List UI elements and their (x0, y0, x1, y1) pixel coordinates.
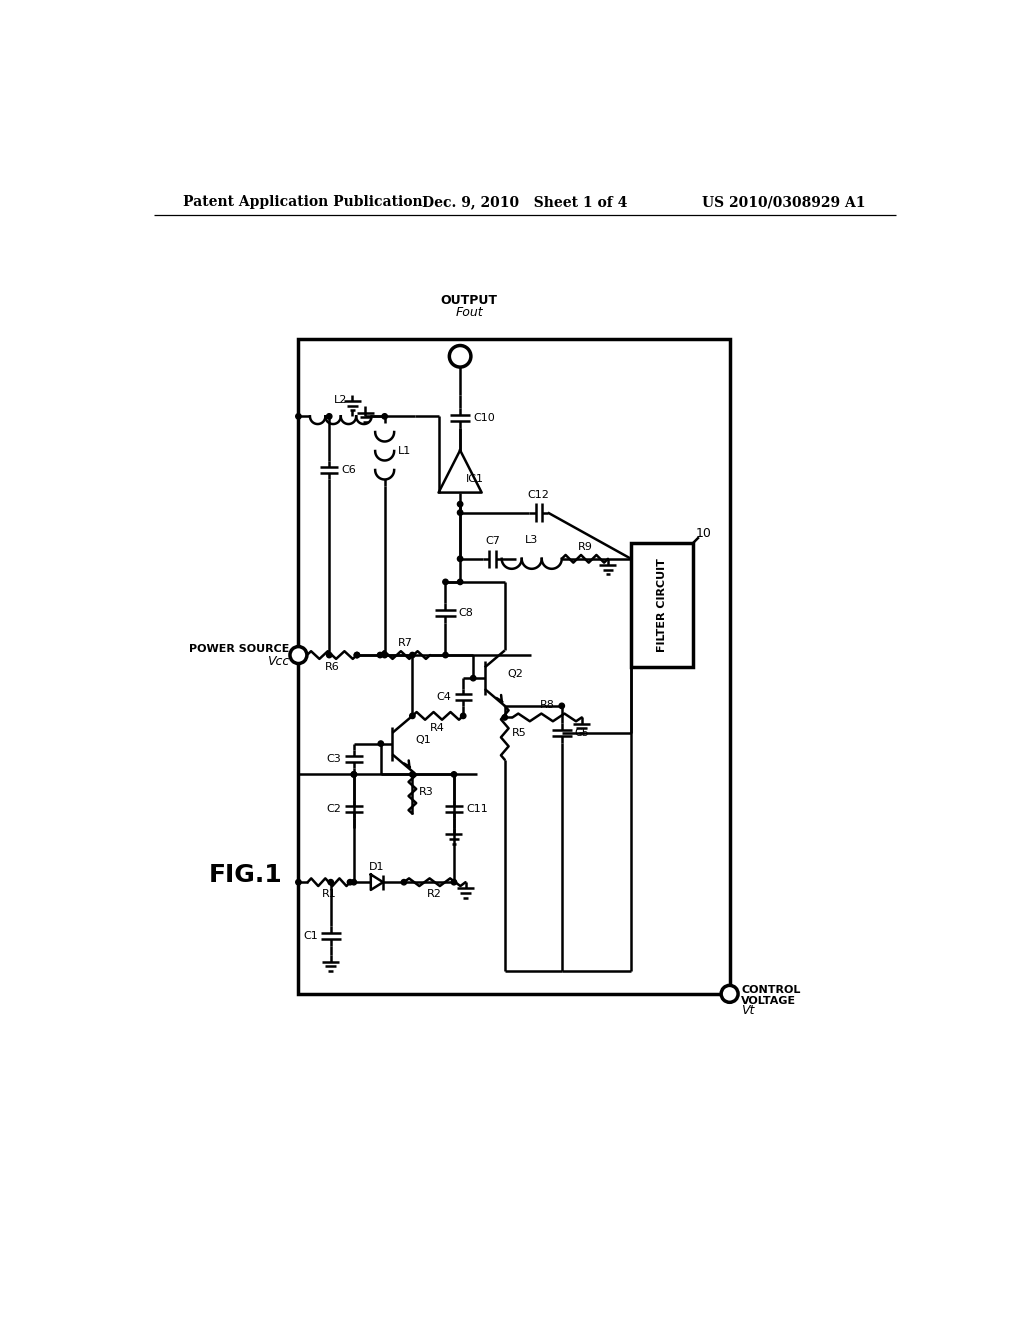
Text: R7: R7 (397, 638, 413, 648)
Circle shape (296, 413, 301, 418)
Text: Fout: Fout (456, 306, 483, 319)
Text: 10: 10 (695, 527, 712, 540)
Circle shape (442, 579, 449, 585)
Circle shape (461, 713, 466, 718)
Text: FILTER CIRCUIT: FILTER CIRCUIT (656, 558, 667, 652)
Circle shape (442, 652, 449, 657)
Text: Q2: Q2 (508, 669, 523, 680)
Bar (298, 339, 730, 994)
Circle shape (351, 772, 356, 777)
Text: L1: L1 (398, 446, 412, 455)
Text: Q1: Q1 (416, 735, 431, 744)
Text: POWER SOURCE: POWER SOURCE (188, 644, 289, 653)
Text: C10: C10 (473, 413, 495, 422)
Text: Vt: Vt (741, 1005, 755, 1018)
Text: Patent Application Publication: Patent Application Publication (183, 195, 423, 210)
Circle shape (458, 579, 463, 585)
Text: C4: C4 (437, 693, 452, 702)
Circle shape (410, 652, 415, 657)
Text: VOLTAGE: VOLTAGE (741, 995, 797, 1006)
Text: R1: R1 (322, 890, 336, 899)
Text: OUTPUT: OUTPUT (441, 294, 498, 308)
Text: C6: C6 (342, 465, 356, 475)
Circle shape (559, 704, 564, 709)
Circle shape (354, 652, 359, 657)
Circle shape (450, 346, 471, 367)
Text: R4: R4 (430, 723, 445, 733)
Circle shape (458, 502, 463, 507)
Text: US 2010/0308929 A1: US 2010/0308929 A1 (702, 195, 866, 210)
Circle shape (354, 652, 359, 657)
Circle shape (452, 879, 457, 884)
Circle shape (458, 556, 463, 561)
Circle shape (382, 413, 387, 418)
Text: C7: C7 (485, 536, 500, 545)
Circle shape (351, 879, 356, 884)
Text: C5: C5 (574, 727, 590, 738)
Text: FIG.1: FIG.1 (209, 862, 283, 887)
Bar (631, 544, 692, 667)
Circle shape (347, 879, 352, 884)
Circle shape (378, 741, 384, 746)
Circle shape (351, 772, 356, 777)
Text: C11: C11 (466, 804, 488, 814)
Circle shape (327, 652, 332, 657)
Circle shape (327, 413, 332, 418)
Text: C3: C3 (327, 754, 342, 764)
Text: Dec. 9, 2010   Sheet 1 of 4: Dec. 9, 2010 Sheet 1 of 4 (422, 195, 628, 210)
Text: C2: C2 (327, 804, 342, 814)
Circle shape (410, 713, 415, 718)
Text: R3: R3 (419, 788, 434, 797)
Text: Vcc: Vcc (267, 655, 289, 668)
Text: IC1: IC1 (466, 474, 484, 483)
Circle shape (401, 879, 407, 884)
Text: L3: L3 (525, 535, 539, 545)
Text: C8: C8 (459, 607, 473, 618)
Text: D1: D1 (370, 862, 385, 873)
Circle shape (721, 985, 738, 1002)
Text: L2: L2 (334, 395, 347, 405)
Circle shape (502, 714, 508, 721)
Circle shape (290, 647, 307, 664)
Text: R2: R2 (427, 890, 442, 899)
Text: C1: C1 (303, 931, 317, 941)
Text: R9: R9 (578, 543, 592, 552)
Text: CONTROL: CONTROL (741, 985, 801, 995)
Circle shape (382, 652, 387, 657)
Circle shape (296, 879, 301, 884)
Text: C12: C12 (527, 490, 550, 499)
Circle shape (328, 879, 334, 884)
Circle shape (452, 772, 457, 777)
Text: R8: R8 (540, 701, 555, 710)
Text: R5: R5 (512, 727, 526, 738)
Circle shape (458, 510, 463, 515)
Text: R6: R6 (325, 663, 339, 672)
Circle shape (470, 676, 476, 681)
Circle shape (410, 772, 415, 777)
Circle shape (378, 652, 383, 657)
